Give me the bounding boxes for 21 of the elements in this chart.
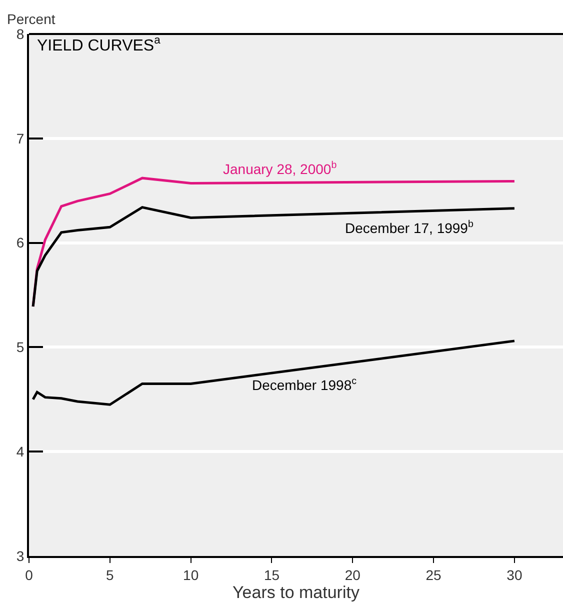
line-series: [32, 340, 516, 406]
x-tick-label: 30: [506, 566, 522, 583]
y-tick-label: 4: [16, 444, 24, 460]
series-label: December 1998$^{c}$: [252, 376, 357, 393]
y-tick-label: 3: [16, 548, 24, 564]
x-tick-label: 15: [264, 566, 280, 583]
chart-title: YIELD CURVES$^{a}$: [37, 34, 162, 54]
y-tick-label: 6: [16, 234, 24, 251]
y-tick-label: 5: [16, 339, 24, 356]
y-axis-title: Percent: [7, 11, 56, 27]
series-label: December 17, 1999$^{b}$: [345, 219, 474, 236]
y-tick-label: 8: [16, 26, 24, 42]
x-tick-label: 25: [426, 566, 442, 583]
y-tick-label: 7: [16, 130, 24, 146]
x-tick-label: 0: [25, 566, 34, 583]
line-series: [32, 206, 516, 308]
series-label: January 28, 2000$^{b}$: [223, 160, 338, 177]
x-tick-label: 5: [106, 566, 114, 583]
x-axis-title: Years to maturity: [232, 582, 360, 602]
x-tick-label: 10: [183, 566, 199, 583]
x-tick-label: 20: [344, 566, 361, 583]
